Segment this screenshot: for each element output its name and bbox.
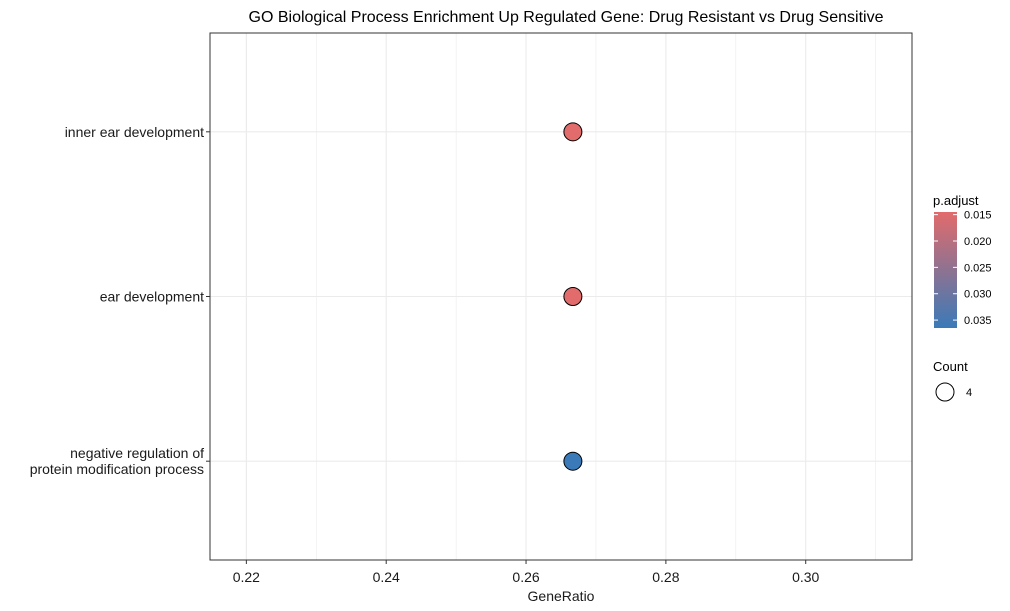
x-tick-label: 0.30: [792, 569, 819, 585]
data-points: [563, 122, 583, 471]
size-legend-symbol: [935, 382, 955, 402]
data-point: [563, 451, 583, 471]
color-legend-bar: [934, 212, 957, 328]
x-tick-label: 0.26: [512, 569, 539, 585]
color-legend-label: 0.035: [964, 315, 992, 327]
x-tick-label: 0.22: [233, 569, 260, 585]
data-point: [563, 122, 583, 142]
color-legend-label: 0.020: [964, 236, 992, 248]
data-point: [563, 287, 583, 306]
size-legend-title: Count: [933, 359, 968, 374]
color-legend-label: 0.030: [964, 289, 992, 301]
size-legend: Count 4: [933, 359, 972, 402]
x-tick-label: 0.24: [373, 569, 400, 585]
y-tick-label: ear development: [100, 289, 204, 305]
color-legend-ticks: 0.015 0.020 0.025 0.030 0.035: [934, 210, 992, 327]
size-legend-label: 4: [966, 387, 972, 399]
color-legend: p.adjust 0.015 0.020 0.025 0.030 0.035: [933, 193, 992, 328]
color-legend-title: p.adjust: [933, 193, 979, 208]
x-axis-title: GeneRatio: [528, 588, 595, 604]
y-tick-label: negative regulation of: [70, 445, 204, 461]
y-axis: inner ear development ear development nega…: [30, 124, 210, 477]
color-legend-label: 0.015: [964, 210, 992, 222]
y-tick-label: inner ear development: [65, 124, 204, 140]
y-tick-label: protein modification process: [30, 461, 204, 477]
x-axis: 0.22 0.24 0.26 0.28 0.30: [233, 560, 820, 585]
chart-title: GO Biological Process Enrichment Up Regu…: [249, 9, 884, 26]
grid-lines: [210, 33, 912, 560]
size-legend-entries: 4: [935, 382, 972, 402]
x-tick-label: 0.28: [652, 569, 679, 585]
color-legend-label: 0.025: [964, 262, 992, 274]
